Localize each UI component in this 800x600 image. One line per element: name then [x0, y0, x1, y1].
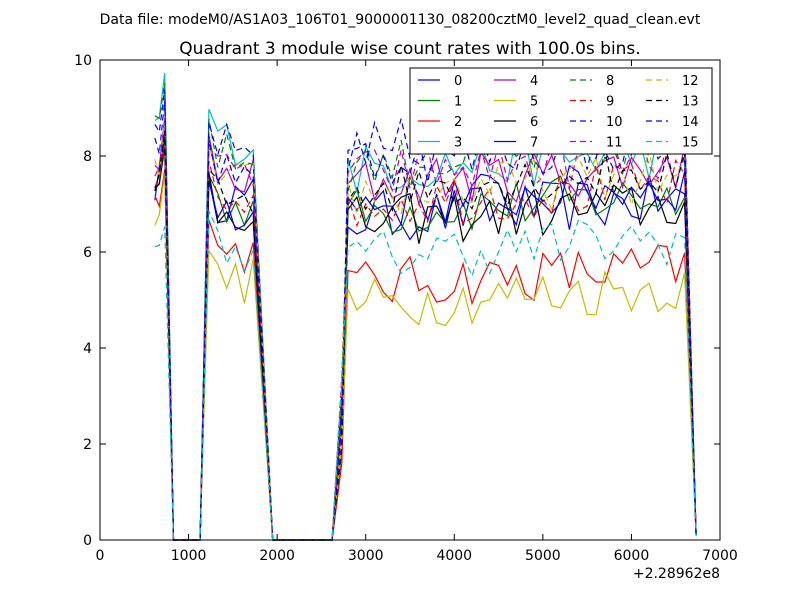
series-line-12: [154, 122, 697, 541]
legend-label-4: 4: [530, 74, 538, 89]
series-line-1: [154, 138, 697, 541]
legend-label-2: 2: [454, 115, 462, 130]
legend-label-15: 15: [682, 136, 699, 151]
series-line-14: [154, 100, 697, 541]
legend-label-12: 12: [682, 74, 699, 89]
x-tick-label: 6000: [614, 548, 650, 564]
x-tick-label: 0: [96, 548, 105, 564]
series-line-13: [154, 130, 697, 541]
chart-title: Quadrant 3 module wise count rates with …: [179, 39, 640, 59]
legend-label-11: 11: [606, 136, 623, 151]
series-line-8: [154, 83, 697, 541]
legend-label-13: 13: [682, 95, 699, 110]
series-line-9: [154, 145, 697, 541]
legend-label-1: 1: [454, 95, 462, 110]
x-tick-label: 7000: [702, 548, 738, 564]
series-line-10: [154, 89, 697, 541]
y-tick-label: 10: [74, 53, 92, 69]
series-line-4: [154, 121, 697, 541]
x-tick-label: 1000: [171, 548, 207, 564]
legend-label-6: 6: [530, 115, 538, 130]
chart-suptitle: Data file: modeM0/AS1A03_106T01_90000011…: [100, 12, 701, 28]
series-line-15: [154, 210, 697, 541]
y-tick-label: 8: [83, 149, 92, 165]
series-line-7: [154, 132, 697, 541]
y-tick-label: 0: [83, 533, 92, 549]
x-tick-label: 5000: [525, 548, 561, 564]
legend-label-9: 9: [606, 95, 614, 110]
series-line-6: [154, 147, 697, 541]
plot-frame: [99, 59, 721, 541]
series-line-2: [154, 169, 697, 541]
y-tick-label: 2: [83, 437, 92, 453]
legend-label-5: 5: [530, 95, 538, 110]
legend-label-0: 0: [454, 74, 462, 89]
y-tick-label: 6: [83, 245, 92, 261]
legend-box: [409, 67, 713, 155]
legend-label-7: 7: [530, 136, 538, 151]
x-tick-label: 3000: [348, 548, 384, 564]
legend-label-8: 8: [606, 74, 614, 89]
y-tick-label: 4: [83, 341, 92, 357]
x-offset-label: +2.28962e8: [633, 566, 720, 582]
series-line-5: [154, 172, 697, 541]
x-tick-label: 4000: [436, 548, 472, 564]
legend-label-14: 14: [682, 115, 699, 130]
legend-label-3: 3: [454, 136, 462, 151]
x-tick-label: 2000: [259, 548, 295, 564]
legend-label-10: 10: [606, 115, 623, 130]
